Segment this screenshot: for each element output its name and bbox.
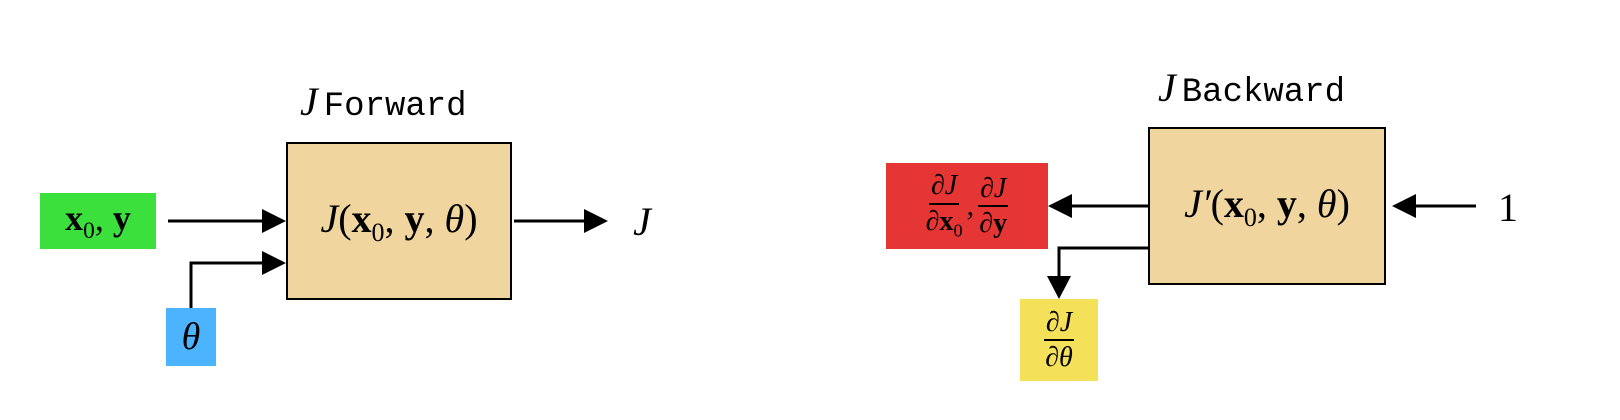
arrow-forward-box-to-output (514, 209, 608, 233)
arrow-backward-box-to-grad-theta (1047, 246, 1148, 299)
backward-grad-theta: ∂J ∂θ (1020, 299, 1098, 381)
arrow-backward-box-to-grad-xy (1048, 194, 1148, 218)
backward-title-var: J (1158, 65, 1176, 110)
backward-box-label: J′(x0, y, θ) (1184, 180, 1350, 232)
forward-input-theta: θ (166, 308, 216, 366)
forward-output-label: J (633, 198, 651, 244)
forward-title: J Forward (300, 78, 467, 126)
forward-title-var: J (300, 79, 318, 124)
forward-box: J(x0, y, θ) (286, 142, 512, 300)
backward-input-label: 1 (1498, 184, 1518, 230)
arrow-theta-to-forward-box (189, 251, 286, 308)
forward-box-label: J(x0, y, θ) (320, 195, 478, 247)
arrow-input-to-backward-box (1392, 194, 1476, 218)
backward-title: J Backward (1158, 64, 1345, 112)
forward-title-word: Forward (323, 88, 467, 126)
arrow-xy-to-forward-box (168, 209, 286, 233)
backward-title-word: Backward (1181, 74, 1345, 112)
forward-input-xy: x0, y (40, 193, 156, 249)
backward-grad-xy: ∂J ∂x0 , ∂J ∂y (886, 163, 1048, 249)
backward-box: J′(x0, y, θ) (1148, 127, 1386, 285)
grad-x0-fraction: ∂J ∂x0 (925, 170, 963, 241)
grad-y-fraction: ∂J ∂y (978, 172, 1009, 239)
grad-theta-fraction: ∂J ∂θ (1043, 306, 1075, 373)
